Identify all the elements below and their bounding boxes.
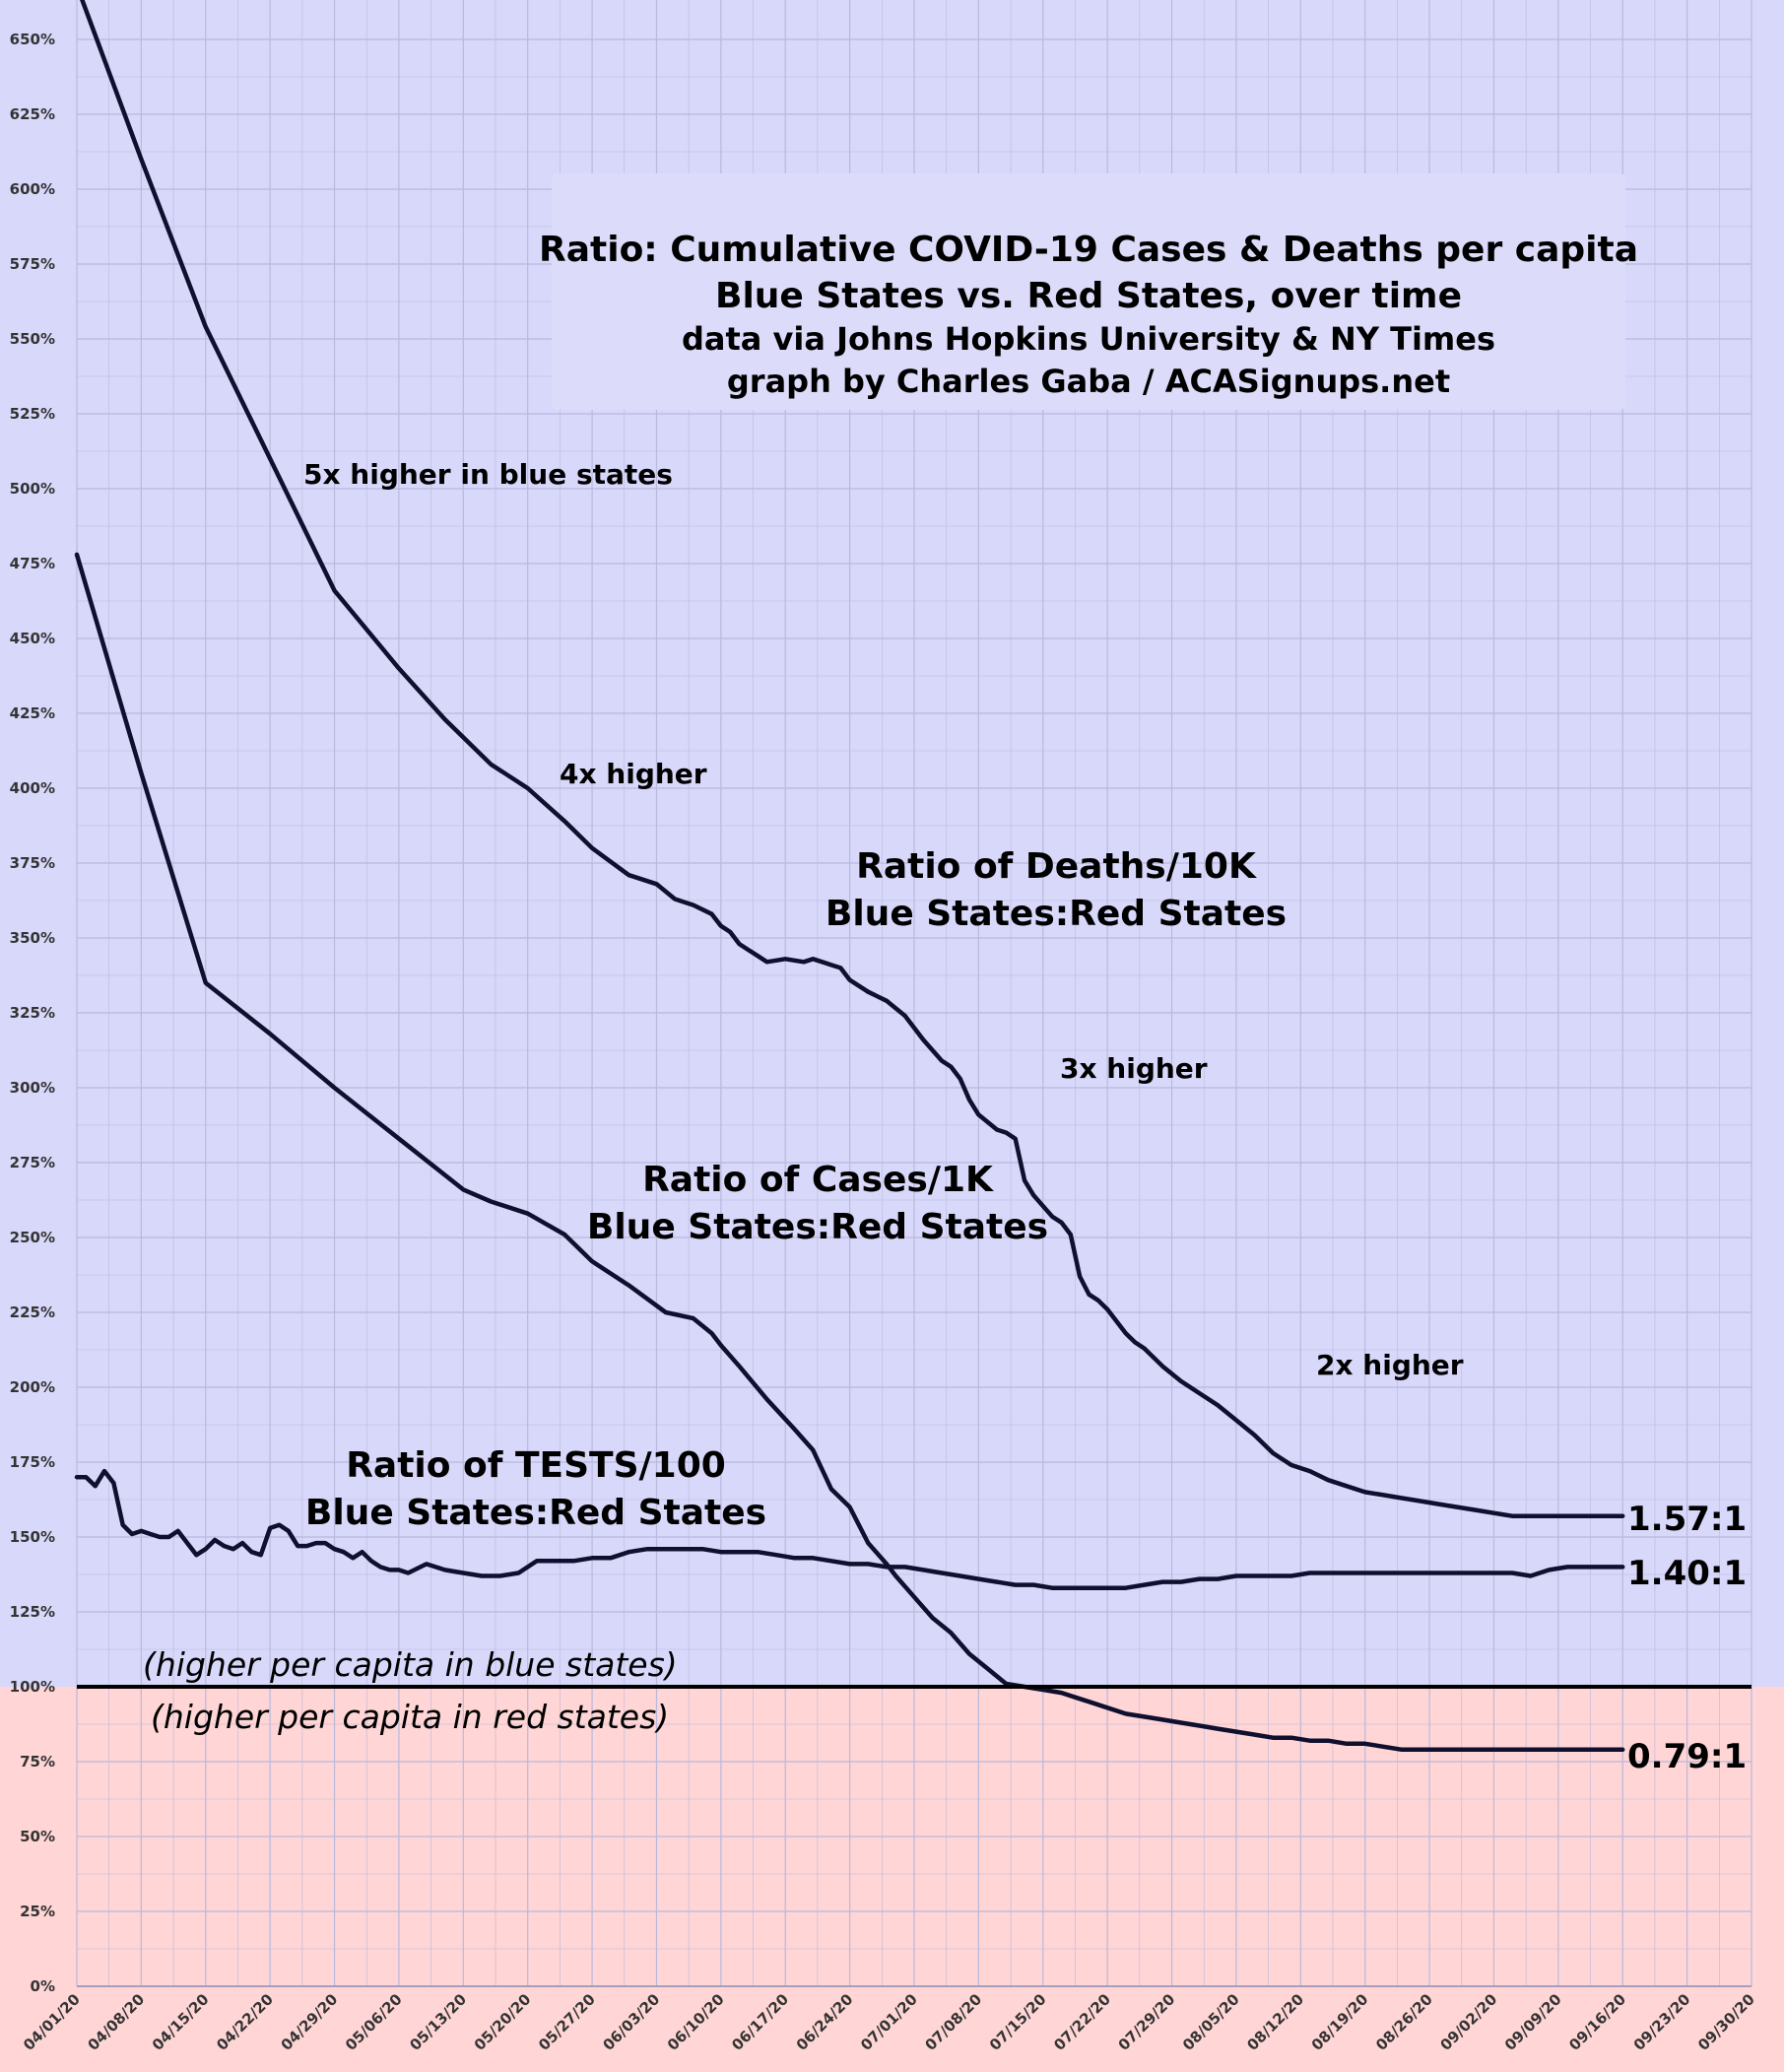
- y-tick-label: 250%: [10, 1229, 55, 1246]
- cases-series-label-2: Blue States:Red States: [587, 1207, 1048, 1247]
- y-tick-label: 225%: [10, 1303, 55, 1321]
- title-background: [552, 173, 1625, 410]
- annotation-3x: 3x higher: [1060, 1052, 1208, 1085]
- y-tick-label: 550%: [10, 330, 55, 348]
- y-tick-label: 100%: [10, 1678, 55, 1696]
- y-tick-label: 200%: [10, 1378, 55, 1396]
- y-tick-label: 650%: [10, 31, 55, 48]
- y-tick-label: 125%: [10, 1603, 55, 1621]
- y-tick-label: 25%: [20, 1903, 55, 1920]
- y-tick-label: 575%: [10, 255, 55, 273]
- red-region-bottom: [77, 1986, 1784, 2072]
- y-tick-label: 50%: [20, 1828, 55, 1845]
- series-lines: [74, 0, 1751, 1753]
- y-tick-label: 150%: [10, 1528, 55, 1546]
- title-line-3: data via Johns Hopkins University & NY T…: [682, 320, 1495, 358]
- y-tick-label: 75%: [20, 1753, 55, 1771]
- chart-title-box: Ratio: Cumulative COVID-19 Cases & Death…: [539, 173, 1638, 410]
- y-tick-label: 375%: [10, 854, 55, 872]
- y-tick-label: 525%: [10, 405, 55, 423]
- deaths-series-label-1: Ratio of Deaths/10K: [856, 846, 1257, 887]
- red-region-margin: [0, 1687, 77, 2072]
- annotation-5x: 5x higher in blue states: [303, 458, 673, 491]
- end-label-deaths: 1.57:1: [1627, 1500, 1747, 1539]
- title-line-2: Blue States vs. Red States, over time: [715, 276, 1462, 316]
- red-region-right: [1751, 1687, 1784, 1986]
- y-tick-label: 0%: [31, 1977, 55, 1995]
- end-label-cases: 0.79:1: [1627, 1737, 1747, 1776]
- y-tick-label: 350%: [10, 929, 55, 947]
- end-label-tests: 1.40:1: [1627, 1554, 1747, 1593]
- y-tick-label: 475%: [10, 555, 55, 572]
- tests-series-line: [74, 1468, 1625, 1590]
- region-label-blue: (higher per capita in blue states): [143, 1645, 678, 1684]
- y-tick-label: 425%: [10, 704, 55, 722]
- cases-series-label-1: Ratio of Cases/1K: [642, 1160, 994, 1200]
- blue-region-right: [1751, 0, 1784, 1687]
- y-tick-label: 300%: [10, 1079, 55, 1097]
- blue-region-margin: [0, 0, 77, 1687]
- y-tick-label: 175%: [10, 1453, 55, 1471]
- tests-series-label-1: Ratio of TESTS/100: [346, 1445, 726, 1486]
- y-tick-label: 275%: [10, 1154, 55, 1171]
- cases-series-line: [74, 552, 1625, 1753]
- chart-labels: Ratio of Deaths/10K Blue States:Red Stat…: [143, 458, 1747, 1776]
- y-tick-label: 600%: [10, 180, 55, 198]
- annotation-2x: 2x higher: [1316, 1349, 1464, 1381]
- y-tick-label: 325%: [10, 1004, 55, 1022]
- region-label-red: (higher per capita in red states): [151, 1698, 669, 1736]
- tests-series-label-2: Blue States:Red States: [305, 1493, 766, 1533]
- annotation-4x: 4x higher: [560, 758, 707, 790]
- y-tick-label: 500%: [10, 480, 55, 498]
- title-line-1: Ratio: Cumulative COVID-19 Cases & Death…: [539, 230, 1638, 270]
- y-axis-ticks: 0% 25% 50% 75% 100% 125% 150% 175% 200% 225% 250% 2…: [10, 31, 55, 1995]
- deaths-series-label-2: Blue States:Red States: [826, 894, 1287, 934]
- deaths-series-line: [80, 0, 1625, 1518]
- y-tick-label: 450%: [10, 630, 55, 647]
- y-tick-label: 400%: [10, 779, 55, 797]
- y-tick-label: 625%: [10, 105, 55, 123]
- title-line-4: graph by Charles Gaba / ACASignups.net: [727, 363, 1450, 400]
